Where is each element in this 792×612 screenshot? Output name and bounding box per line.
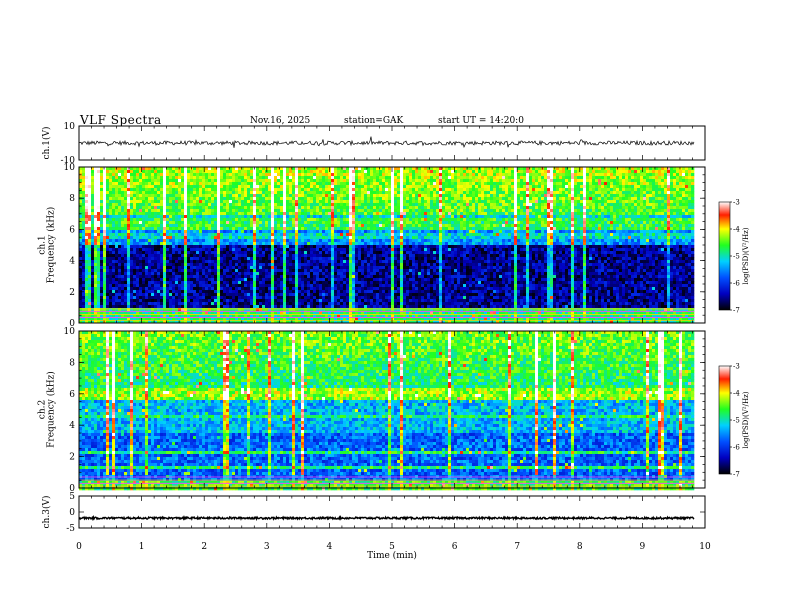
- x-tick-label: 3: [264, 542, 270, 552]
- y-tick-label: 8: [69, 194, 75, 204]
- colorbar-tick-label: -6: [733, 280, 740, 288]
- y-tick-label: 2: [69, 288, 75, 298]
- y-axis-label: ch.1: [38, 235, 48, 254]
- y-tick-label: 4: [69, 257, 75, 267]
- y-axis-label: ch.2: [38, 400, 48, 419]
- station-label: station=GAK: [344, 116, 403, 126]
- colorbar-label: log(PSD)(V²/Hz): [742, 391, 750, 448]
- spectrogram-ch2: [79, 331, 695, 491]
- colorbar-gradient: [718, 201, 731, 311]
- y-tick-label: 8: [69, 358, 75, 368]
- colorbar-tick-label: -7: [733, 307, 740, 315]
- x-tick-label: 2: [201, 542, 207, 552]
- x-tick-label: 8: [577, 542, 583, 552]
- colorbar: -3 -4 -5 -6 -7 log(PSD)(V²/Hz): [718, 199, 750, 315]
- colorbar-tick-label: -4: [733, 226, 740, 234]
- colorbar-tick-label: -7: [733, 471, 740, 479]
- colorbar-tick-label: -4: [733, 390, 740, 398]
- x-axis-label: Time (min): [367, 550, 417, 561]
- x-tick-label: 6: [452, 542, 458, 552]
- x-tick-label: 7: [514, 542, 520, 552]
- plot-title: VLF Spectra: [80, 113, 162, 127]
- y-tick-label: 0: [69, 508, 75, 518]
- x-tick-label: 1: [139, 542, 145, 552]
- y-tick-label: 2: [69, 453, 75, 463]
- colorbar-tick-label: -3: [733, 363, 740, 371]
- colorbar-tick-label: -6: [733, 444, 740, 452]
- colorbar-tick-label: -5: [733, 253, 740, 261]
- y-tick-label: 10: [64, 122, 76, 132]
- waveform-trace: [78, 514, 695, 522]
- colorbar-tick-label: -3: [733, 199, 740, 207]
- y-axis-label: Frequency (kHz): [46, 207, 57, 284]
- colorbar-tick-label: -5: [733, 417, 740, 425]
- colorbar-gradient: [718, 365, 731, 475]
- x-tick-label: 9: [640, 542, 646, 552]
- x-tick-label: 4: [327, 542, 333, 552]
- spectrogram-ch1: [79, 167, 695, 324]
- waveform-ch3: [78, 514, 695, 522]
- y-axis-label: ch.1(V): [41, 127, 52, 160]
- waveform-trace: [78, 136, 695, 149]
- y-tick-label: 0: [69, 484, 75, 494]
- start-time-label: start UT = 14:20:0: [438, 116, 524, 126]
- y-tick-label: 4: [69, 421, 75, 431]
- y-axis-label: Frequency (kHz): [46, 371, 57, 448]
- y-tick-label: 5: [69, 492, 75, 502]
- y-tick-label: 6: [69, 390, 75, 400]
- y-tick-label: 6: [69, 225, 75, 235]
- y-tick-label: 10: [64, 163, 76, 173]
- x-tick-label: 5: [389, 542, 395, 552]
- y-tick-label: 0: [69, 319, 75, 329]
- colorbar: -3 -4 -5 -6 -7 log(PSD)(V²/Hz): [718, 363, 750, 479]
- x-tick-label: 0: [76, 542, 82, 552]
- y-tick-label: 10: [64, 327, 76, 337]
- y-tick-label: -10: [61, 156, 76, 166]
- y-axis-label: ch.3(V): [41, 496, 52, 529]
- y-tick-label: -5: [66, 524, 75, 534]
- colorbar-label: log(PSD)(V²/Hz): [742, 227, 750, 284]
- x-tick-label: 10: [699, 542, 711, 552]
- date-label: Nov.16, 2025: [250, 116, 310, 126]
- waveform-ch1: [78, 136, 695, 149]
